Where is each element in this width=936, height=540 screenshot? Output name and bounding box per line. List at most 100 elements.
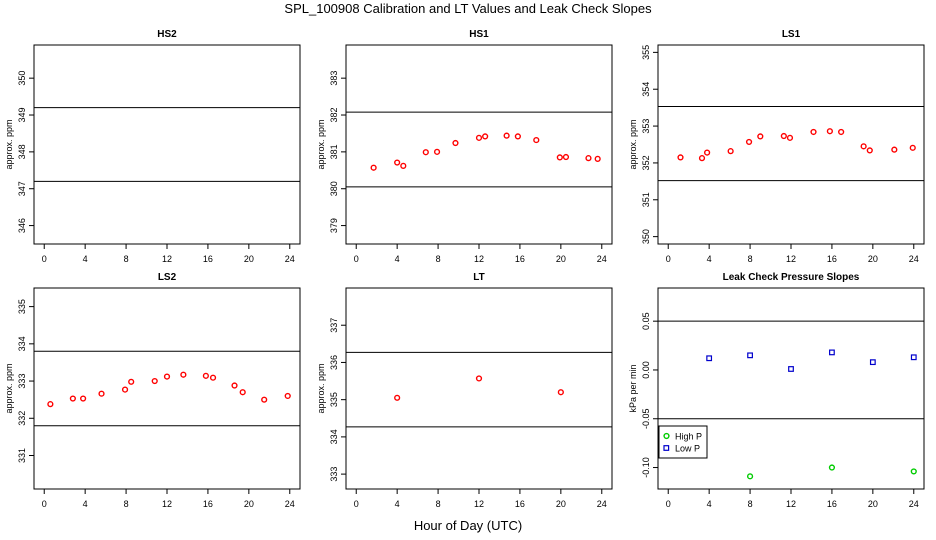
panel-lt-x-tick-label: 0 (354, 499, 359, 509)
panel-leak-check-pressure-slopes-point-low-p (869, 359, 876, 366)
panel-lt-x-tick-label: 4 (395, 499, 400, 509)
panel-lt-y-axis-label: approx. ppm (316, 363, 326, 413)
panel-leak-check-pressure-slopes-x-tick-label: 8 (748, 499, 753, 509)
figure-title: SPL_100908 Calibration and LT Values and… (284, 1, 652, 16)
panel-leak-check-pressure-slopes-point-low-p (910, 354, 917, 361)
panel-ls2-point-series (261, 396, 268, 403)
panel-hs2-y-tick-label: 349 (17, 108, 27, 123)
panel-ls2-frame (33, 287, 301, 490)
panel-hs1-point-series (482, 133, 489, 140)
panel-ls2-point-series (98, 390, 105, 397)
panel-ls1-y-tick-label: 350 (641, 229, 651, 244)
panel-ls2-y-tick-label: 332 (17, 411, 27, 426)
panel-ls2-x-tick-label: 8 (124, 499, 129, 509)
panel-ls1-point-series (891, 146, 898, 153)
panel-hs1-frame (345, 44, 613, 245)
panel-ls1-point-series (810, 128, 817, 136)
panel-lt-y-tick-label: 336 (329, 355, 339, 370)
panel-ls2-point-series (121, 386, 129, 393)
panel-ls1-x-tick-label: 12 (786, 254, 796, 264)
panel-hs2-y-tick-label: 350 (17, 71, 27, 86)
panel-hs1-point-series (422, 149, 429, 156)
panel-hs2-x-tick-label: 16 (203, 254, 213, 264)
panel-ls1-point-series (909, 144, 916, 151)
panel-ls2-point-series (128, 378, 135, 385)
panel-hs2-x-tick-label: 12 (162, 254, 172, 264)
panel-ls2-point-series (180, 371, 187, 378)
panel-ls2-x-tick-label: 12 (162, 499, 172, 509)
panel-ls1-point-series (677, 154, 684, 161)
panel-leak-check-pressure-slopes-x-tick-label: 24 (909, 499, 919, 509)
panel-ls1-point-series (780, 132, 787, 140)
panel-ls1-point-series (786, 134, 794, 141)
panel-leak-check-pressure-slopes-point-high-p (910, 468, 917, 475)
panel-leak-check-pressure-slopes-point-low-p (788, 366, 794, 372)
panel-ls1-title: LS1 (782, 29, 801, 40)
panel-ls2-y-tick-label: 335 (17, 299, 27, 314)
panel-ls1-x-tick-label: 0 (666, 254, 671, 264)
panel-ls1-point-series (860, 143, 867, 150)
panel-ls1-y-tick-label: 355 (641, 45, 651, 60)
panel-hs1-title: HS1 (469, 29, 489, 40)
panel-ls1-x-tick-label: 4 (707, 254, 712, 264)
panel-hs2-y-axis-label: approx. ppm (4, 119, 14, 169)
panel-lt-x-tick-label: 8 (436, 499, 441, 509)
panel-lt-y-tick-label: 337 (329, 318, 339, 333)
panel-hs1-point-series (562, 153, 570, 161)
panel-hs1-x-tick-label: 20 (556, 254, 566, 264)
panel-ls2-title: LS2 (158, 272, 177, 283)
panel-ls2: LS2 0 4 8 12 16 20 24 331 332 333 334 335 approx. ppm (4, 272, 301, 509)
panel-hs2-y-tick-label: 347 (17, 181, 27, 196)
panel-hs1-point-series (556, 154, 563, 161)
panel-leak-check-pressure-slopes-y-tick-label: 0.00 (641, 361, 651, 379)
panel-ls1-point-series (698, 155, 706, 162)
panel-ls2-x-tick-label: 4 (83, 499, 88, 509)
panel-hs1-point-series (433, 148, 441, 155)
panel-ls1-point-series (727, 148, 734, 155)
panel-hs1-point-series (452, 139, 459, 147)
panel-ls1: LS1 0 4 8 12 16 20 24 350 351 352 353 354 355 approx. … (628, 29, 925, 264)
panel-leak-check-pressure-slopes: Leak Check Pressure Slopes 0 4 8 12 16 20 24 -0.… (628, 272, 925, 509)
panel-hs1-x-tick-label: 4 (395, 254, 400, 264)
panel-hs1-point-series (594, 155, 601, 162)
panel-ls1-point-series (745, 138, 753, 146)
panel-leak-check-pressure-slopes-legend-label: High P (675, 432, 702, 442)
panel-ls1-point-series (838, 128, 845, 136)
panel-lt-y-tick-label: 334 (329, 429, 339, 444)
panel-leak-check-pressure-slopes-legend-label: Low P (675, 444, 700, 454)
panel-ls2-point-series (239, 389, 246, 396)
panel-hs2-x-tick-label: 0 (42, 254, 47, 264)
panel-hs1-point-series (585, 155, 592, 162)
panel-hs2-title: HS2 (157, 29, 177, 40)
panel-leak-check-pressure-slopes-point-high-p (746, 473, 754, 480)
panel-hs1-point-series (400, 162, 407, 169)
panel-hs1-point-series (475, 134, 483, 141)
panel-lt-title: LT (473, 272, 484, 283)
panel-hs1-y-axis-label: approx. ppm (316, 119, 326, 169)
x-axis-title: Hour of Day (UTC) (413, 518, 523, 533)
panel-ls2-y-tick-label: 331 (17, 448, 27, 463)
panel-ls1-x-tick-label: 20 (868, 254, 878, 264)
panel-ls2-point-series (80, 395, 87, 402)
panel-hs1-y-tick-label: 379 (329, 218, 339, 233)
panel-hs2-y-tick-label: 346 (17, 218, 27, 233)
panel-ls1-y-tick-label: 352 (641, 155, 651, 170)
panel-ls1-y-tick-label: 354 (641, 82, 651, 97)
panel-leak-check-pressure-slopes-legend-marker (663, 432, 670, 440)
panel-leak-check-pressure-slopes-y-tick-label: -0.05 (641, 408, 651, 429)
panel-leak-check-pressure-slopes-frame (657, 287, 925, 490)
panel-hs2: HS2 0 4 8 12 16 20 24 346 347 348 349 350 approx. ppm (4, 29, 301, 264)
panel-leak-check-pressure-slopes-point-low-p (829, 349, 835, 356)
panel-lt-y-tick-label: 333 (329, 467, 339, 482)
panel-ls2-x-tick-label: 20 (244, 499, 254, 509)
panel-hs1-y-tick-label: 381 (329, 144, 339, 159)
panel-ls1-x-tick-label: 8 (748, 254, 753, 264)
panel-ls2-x-tick-label: 16 (203, 499, 213, 509)
panel-ls2-x-tick-label: 0 (42, 499, 47, 509)
panel-lt-y-tick-label: 335 (329, 392, 339, 407)
panel-hs1-x-tick-label: 8 (436, 254, 441, 264)
panel-ls2-point-series (47, 401, 54, 408)
panel-lt-x-tick-label: 20 (556, 499, 566, 509)
panel-ls2-y-tick-label: 334 (17, 336, 27, 351)
panel-lt-frame (345, 287, 613, 490)
